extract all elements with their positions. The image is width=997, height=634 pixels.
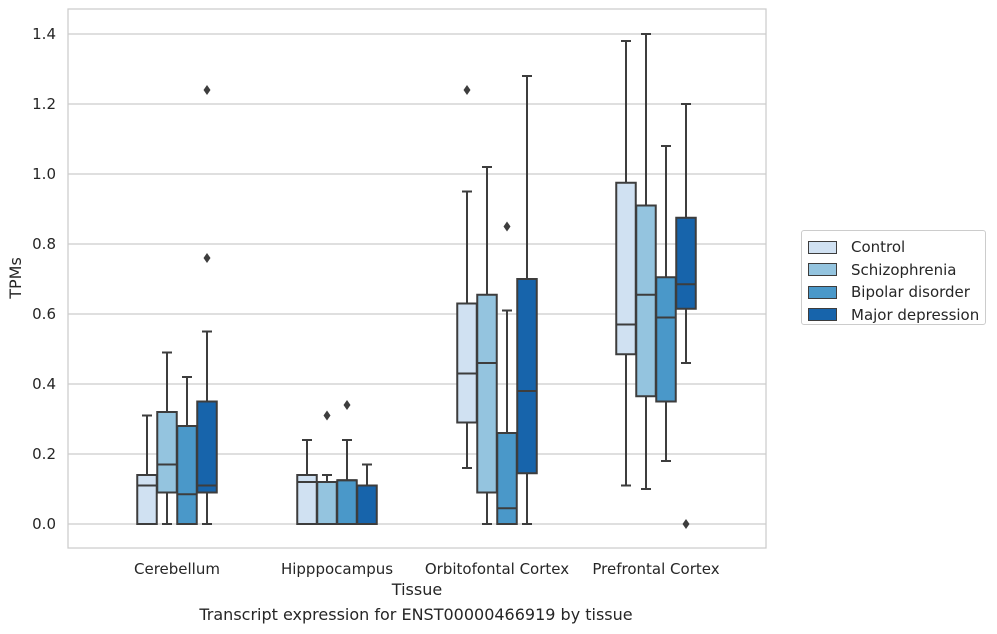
- outlier-point: [323, 410, 331, 421]
- figure-caption: Transcript expression for ENST0000046691…: [199, 605, 633, 624]
- boxes-layer: [136, 33, 697, 529]
- box-major-depression: [675, 103, 697, 529]
- y-tick-label: 0.0: [32, 515, 56, 533]
- box-body: [196, 400, 218, 494]
- outlier-point: [463, 85, 471, 95]
- y-tick-labels: 0.0 0.2 0.4 0.6 0.8 1.0 1.2 1.4: [32, 25, 56, 533]
- box-schizophrenia: [635, 33, 657, 490]
- legend-item-major-depression: Major depression: [802, 304, 985, 327]
- outlier-point: [503, 221, 511, 232]
- box-body: [176, 425, 198, 525]
- y-tick-label: 0.2: [32, 445, 56, 463]
- outlier-point: [682, 519, 690, 529]
- box-body: [476, 293, 498, 494]
- x-axis-label: Tissue: [391, 580, 442, 599]
- outlier-point: [203, 85, 211, 95]
- x-tick-label: Orbitofontal Cortex: [425, 560, 569, 578]
- y-tick-label: 0.6: [32, 305, 56, 323]
- box-body: [496, 432, 518, 525]
- y-tick-label: 0.4: [32, 375, 56, 393]
- legend-label-schizophrenia: Schizophrenia: [851, 260, 957, 279]
- box-schizophrenia: [476, 166, 498, 525]
- box-bipolar-disorder: [655, 145, 677, 462]
- box-body: [675, 216, 697, 310]
- box-body: [655, 276, 677, 403]
- legend-item-control: Control: [802, 236, 985, 259]
- y-tick-label: 1.0: [32, 165, 56, 183]
- box-body: [316, 481, 338, 525]
- outlier-point: [203, 253, 211, 263]
- box-body: [156, 411, 178, 494]
- box-body: [136, 474, 158, 525]
- legend-label-control: Control: [851, 238, 906, 257]
- y-tick-label: 1.4: [32, 25, 56, 43]
- box-major-depression: [196, 85, 218, 525]
- box-schizophrenia: [316, 410, 338, 525]
- box-body: [516, 278, 538, 475]
- box-body: [615, 181, 637, 356]
- legend-label-major-depression: Major depression: [851, 305, 980, 324]
- x-tick-label: Prefrontal Cortex: [592, 560, 719, 578]
- legend-swatch-schizophrenia: [808, 263, 837, 277]
- legend: Control Schizophrenia Bipolar disorder M…: [801, 230, 986, 325]
- x-tick-label: Hipppocampus: [281, 560, 393, 578]
- outlier-point: [343, 400, 351, 410]
- box-body: [336, 479, 358, 525]
- legend-label-bipolar-disorder: Bipolar disorder: [851, 283, 970, 302]
- box-control: [136, 414, 158, 525]
- box-schizophrenia: [156, 351, 178, 525]
- y-tick-label: 1.2: [32, 95, 56, 113]
- legend-swatch-major-depression: [808, 308, 837, 322]
- box-body: [635, 204, 657, 398]
- x-tick-labels: Cerebellum Hipppocampus Orbitofontal Corte…: [134, 560, 720, 578]
- legend-swatch-control: [808, 240, 837, 254]
- x-tick-label: Cerebellum: [134, 560, 220, 578]
- box-major-depression: [356, 463, 378, 525]
- legend-item-bipolar-disorder: Bipolar disorder: [802, 281, 985, 304]
- y-tick-label: 0.8: [32, 235, 56, 253]
- y-axis-label: TPMs: [6, 257, 25, 300]
- legend-swatch-bipolar-disorder: [808, 285, 837, 299]
- box-bipolar-disorder: [496, 221, 518, 525]
- box-body: [456, 302, 478, 424]
- box-major-depression: [516, 75, 538, 525]
- box-body: [356, 484, 378, 525]
- legend-item-schizophrenia: Schizophrenia: [802, 259, 985, 282]
